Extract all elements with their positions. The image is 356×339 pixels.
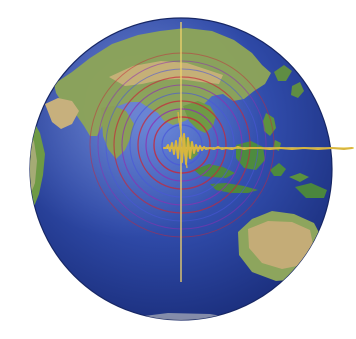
seismogram-trace-icon (163, 111, 353, 169)
earthquake-rings-icon (89, 52, 275, 238)
